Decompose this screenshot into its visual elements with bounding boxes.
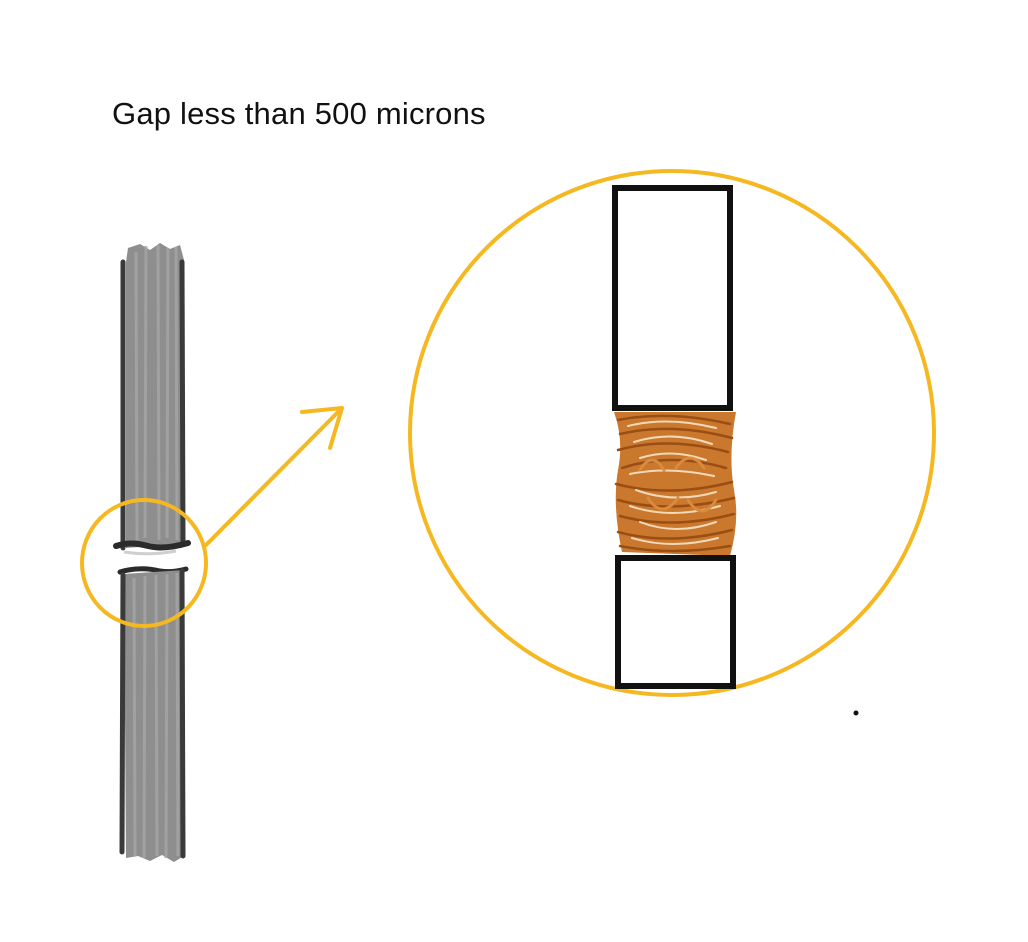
fibers-loop-strokes	[638, 456, 718, 513]
fractured-shaft	[113, 243, 191, 862]
fibers-light-strokes	[627, 420, 721, 545]
shaft-upper-hatching	[134, 244, 179, 541]
arrow-shaft	[204, 408, 342, 547]
shaft-upper-segment	[120, 243, 186, 551]
fracture-highlight	[123, 549, 177, 556]
arrow-head	[300, 406, 344, 450]
bridging-fibers	[614, 412, 737, 556]
lower-bone-fragment	[615, 555, 736, 689]
magnifier-circle-icon	[408, 169, 936, 697]
arrow-up-right-icon	[204, 406, 344, 547]
shaft-lower-right-edge	[179, 568, 186, 859]
shaft-lower-fill	[124, 570, 184, 862]
shaft-upper-fill	[126, 243, 184, 548]
shaft-upper-right-edge	[179, 259, 186, 547]
stray-dot	[853, 710, 859, 716]
fibers-dark-strokes	[614, 414, 736, 553]
diagram-caption: Gap less than 500 microns	[112, 96, 486, 131]
shaft-lower-left-edge	[119, 572, 126, 855]
upper-bone-fragment	[612, 185, 733, 411]
fracture-upper-line	[113, 540, 191, 551]
fracture-highlight-ring	[80, 498, 208, 628]
shaft-lower-segment	[119, 568, 186, 862]
zoom-detail-view	[408, 169, 936, 697]
